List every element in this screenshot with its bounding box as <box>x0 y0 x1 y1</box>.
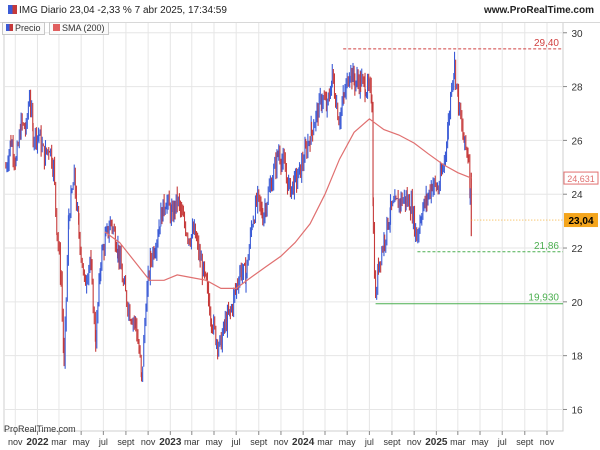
x-tick-label: may <box>73 437 91 447</box>
x-tick-label: nov <box>540 437 555 447</box>
x-tick-label: 2025 <box>425 437 448 448</box>
x-tick-label: may <box>339 437 357 447</box>
x-tick-label: may <box>205 437 223 447</box>
x-tick-label: jul <box>231 437 241 447</box>
x-tick-label: nov <box>141 437 156 447</box>
x-tick-label: nov <box>8 437 23 447</box>
reference-line-label: 19,930 <box>528 293 559 304</box>
y-tick-label: 24 <box>571 190 583 201</box>
chart-title-text: IMG Diario 23,04 -2,33 % 7 abr 2025, 17:… <box>19 5 227 16</box>
y-tick-label: 20 <box>571 298 583 309</box>
plot-area <box>3 21 564 432</box>
legend-label-price: Precio <box>15 23 41 33</box>
legend-swatch-sma <box>53 24 61 31</box>
sma-line <box>104 118 472 289</box>
y-tick-label: 26 <box>571 136 583 147</box>
y-tick-label: 18 <box>571 352 583 363</box>
x-tick-label: 2023 <box>159 437 182 448</box>
x-tick-label: mar <box>317 437 333 447</box>
y-tick-label: 30 <box>571 29 583 40</box>
reference-line-label: 21,86 <box>534 241 559 252</box>
y-tick-label: 22 <box>571 244 583 255</box>
chart-type-icon <box>8 5 17 14</box>
brand-link[interactable]: www.ProRealTime.com <box>483 5 594 16</box>
x-tick-label: sept <box>117 437 135 447</box>
x-tick-label: sept <box>250 437 268 447</box>
last-price-box <box>564 213 598 228</box>
chart-title: IMG Diario 23,04 -2,33 % 7 abr 2025, 17:… <box>8 5 227 16</box>
x-tick-label: sept <box>383 437 401 447</box>
x-tick-label: may <box>472 437 490 447</box>
legend-swatch-price <box>6 24 13 31</box>
x-tick-label: 2022 <box>26 437 49 448</box>
x-tick-label: sept <box>516 437 534 447</box>
x-tick-label: mar <box>184 437 200 447</box>
legend-item-price[interactable]: Precio <box>2 22 45 35</box>
legend: Precio SMA (200) <box>2 22 111 36</box>
legend-label-sma: SMA (200) <box>62 23 105 33</box>
y-tick-label: 16 <box>571 405 583 416</box>
price-series <box>5 51 472 382</box>
reference-line-label: 29,40 <box>534 38 559 49</box>
watermark: ProRealTime.com <box>4 424 76 434</box>
x-tick-label: nov <box>274 437 289 447</box>
x-tick-label: jul <box>497 437 507 447</box>
x-tick-label: jul <box>364 437 374 447</box>
x-tick-label: mar <box>51 437 67 447</box>
sma-last-value-label: 24,631 <box>567 174 595 184</box>
last-price-label: 23,04 <box>568 216 593 227</box>
x-tick-label: nov <box>407 437 422 447</box>
chart-header: IMG Diario 23,04 -2,33 % 7 abr 2025, 17:… <box>0 0 600 23</box>
sma-last-value-box <box>563 171 599 185</box>
y-tick-label: 28 <box>571 83 583 94</box>
legend-item-sma[interactable]: SMA (200) <box>49 22 109 35</box>
x-tick-label: 2024 <box>292 437 315 448</box>
x-tick-label: mar <box>450 437 466 447</box>
x-tick-label: jul <box>98 437 108 447</box>
